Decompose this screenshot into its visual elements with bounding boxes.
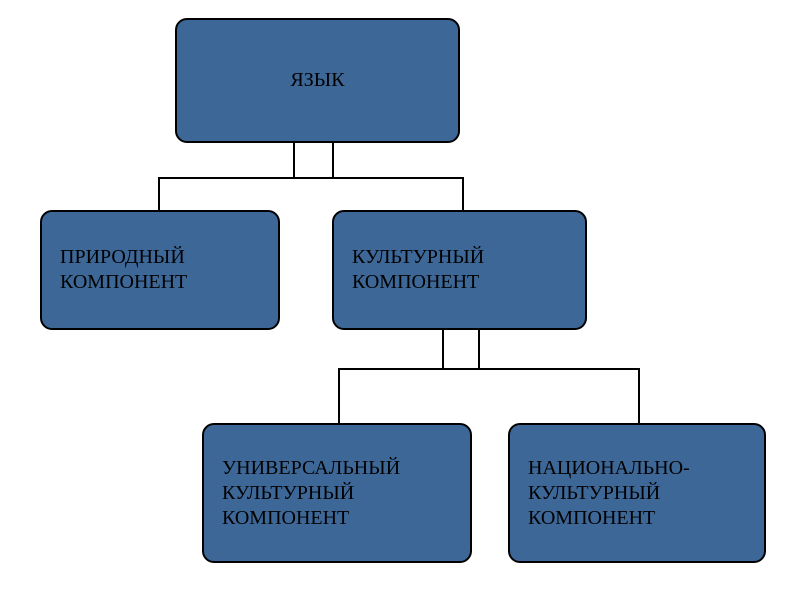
connector-2 <box>158 177 464 179</box>
node-natural: ПРИРОДНЫЙ КОМПОНЕНТ <box>40 210 280 330</box>
connector-1 <box>332 143 334 177</box>
connector-8 <box>338 368 340 423</box>
connector-4 <box>462 177 464 210</box>
connector-6 <box>478 330 480 368</box>
node-national: НАЦИОНАЛЬНО- КУЛЬТУРНЫЙ КОМПОНЕНТ <box>508 423 766 563</box>
connector-7 <box>338 368 640 370</box>
node-root: ЯЗЫК <box>175 18 460 143</box>
node-universal: УНИВЕРСАЛЬНЫЙ КУЛЬТУРНЫЙ КОМПОНЕНТ <box>202 423 472 563</box>
connector-0 <box>293 143 295 177</box>
connector-9 <box>638 368 640 423</box>
node-national-label: НАЦИОНАЛЬНО- КУЛЬТУРНЫЙ КОМПОНЕНТ <box>528 456 690 531</box>
node-universal-label: УНИВЕРСАЛЬНЫЙ КУЛЬТУРНЫЙ КОМПОНЕНТ <box>222 456 400 531</box>
node-natural-label: ПРИРОДНЫЙ КОМПОНЕНТ <box>60 245 187 295</box>
node-cultural: КУЛЬТУРНЫЙ КОМПОНЕНТ <box>332 210 587 330</box>
node-cultural-label: КУЛЬТУРНЫЙ КОМПОНЕНТ <box>352 245 484 295</box>
node-root-label: ЯЗЫК <box>290 68 344 93</box>
connector-5 <box>442 330 444 368</box>
connector-3 <box>158 177 160 210</box>
